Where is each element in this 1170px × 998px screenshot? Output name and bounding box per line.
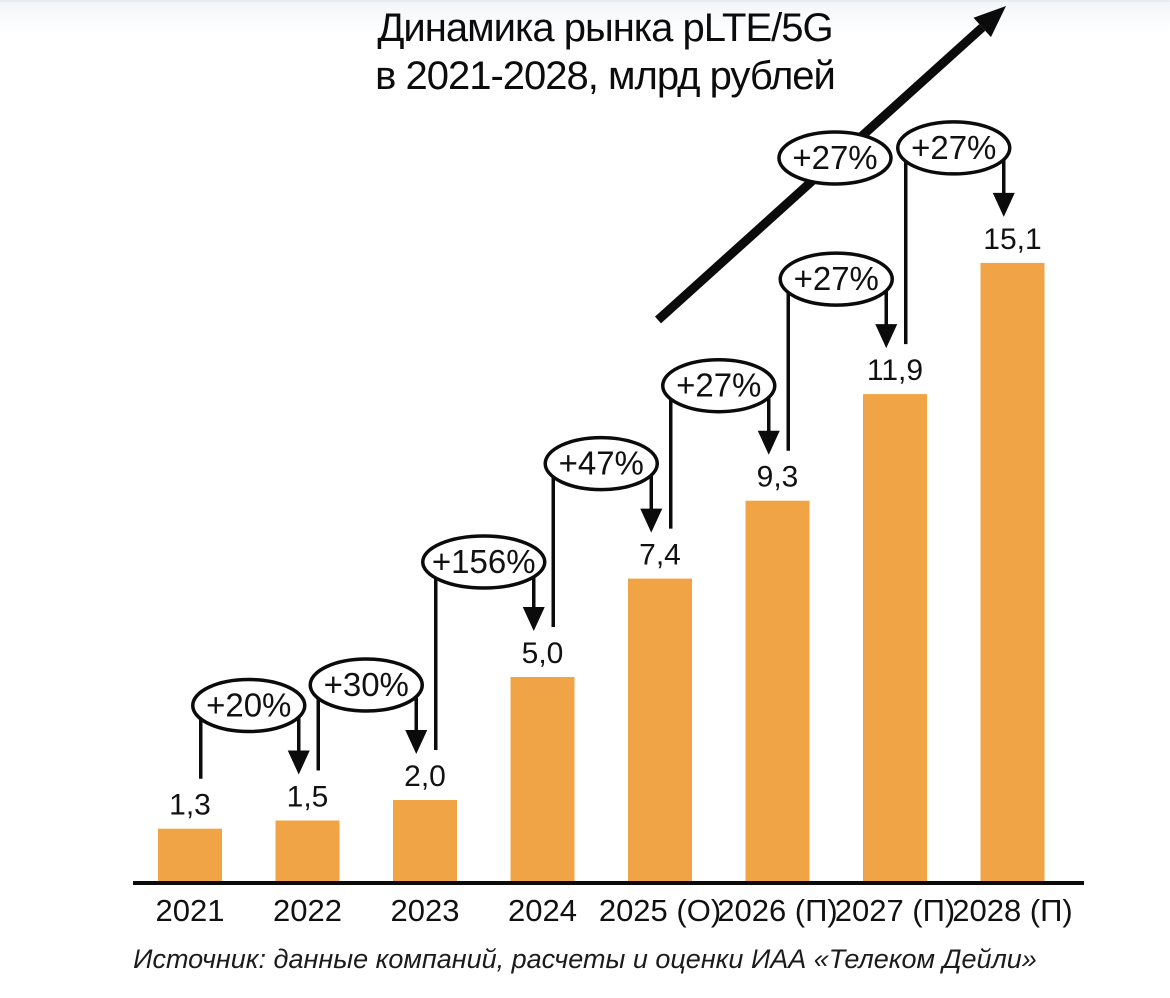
growth-badge-6 xyxy=(896,120,1012,176)
growth-arrow-head-2 xyxy=(522,607,545,631)
bar-2025 (О) xyxy=(628,578,692,882)
trend-growth-badge xyxy=(777,130,893,186)
x-label-2025 (О): 2025 (О) xyxy=(599,893,721,928)
growth-badge-0 xyxy=(191,677,307,734)
bar-2027 (П) xyxy=(863,394,927,882)
x-label-2027 (П): 2027 (П) xyxy=(835,893,956,928)
growth-arrow-head-0 xyxy=(287,750,310,775)
x-label-2023: 2023 xyxy=(391,893,460,928)
growth-badge-4-label: +27% xyxy=(676,367,761,404)
bar-2022 xyxy=(275,820,340,882)
x-label-2028 (П): 2028 (П) xyxy=(952,893,1073,928)
growth-badge-2 xyxy=(421,534,547,590)
trend-arrow-head xyxy=(973,6,1006,38)
growth-arrow-head-6 xyxy=(992,192,1015,217)
growth-badge-3 xyxy=(543,435,659,492)
x-label-2024: 2024 xyxy=(508,893,577,928)
x-label-2022: 2022 xyxy=(273,893,342,928)
value-label-2023: 2,0 xyxy=(404,760,446,793)
bar-2028 (П) xyxy=(980,262,1045,882)
growth-badge-0-label: +20% xyxy=(206,687,291,724)
value-label-2026 (П): 9,3 xyxy=(757,461,799,494)
bar-2023 xyxy=(393,800,457,882)
bar-2024 xyxy=(510,677,575,882)
growth-badge-5 xyxy=(778,251,894,307)
growth-arrow-head-4 xyxy=(757,430,780,455)
source-caption: Источник: данные компаний, расчеты и оце… xyxy=(133,944,1037,974)
chart-title-line1: Динамика рынка pLTE/5G xyxy=(377,6,833,50)
trend-growth-badge-label: +27% xyxy=(792,139,877,176)
value-label-2025 (О): 7,4 xyxy=(639,539,681,572)
growth-badge-2-label: +156% xyxy=(432,543,536,580)
value-label-2021: 1,3 xyxy=(169,789,211,822)
growth-badge-5-label: +27% xyxy=(794,260,879,297)
growth-badge-1-label: +30% xyxy=(324,666,409,703)
growth-arrow-head-3 xyxy=(640,508,663,533)
bar-2026 (П) xyxy=(745,500,810,882)
growth-arrow-head-1 xyxy=(405,730,428,754)
x-label-2026 (П): 2026 (П) xyxy=(717,893,838,928)
value-label-2027 (П): 11,9 xyxy=(867,354,923,387)
bar-2021 xyxy=(158,828,222,882)
growth-badge-1 xyxy=(308,657,424,713)
growth-badge-3-label: +47% xyxy=(559,445,644,482)
growth-arrow-head-5 xyxy=(875,324,898,349)
x-label-2021: 2021 xyxy=(156,893,225,928)
value-label-2028 (П): 15,1 xyxy=(983,223,1041,256)
growth-badge-6-label: +27% xyxy=(911,129,996,166)
value-label-2024: 5,0 xyxy=(522,637,564,670)
value-label-2022: 1,5 xyxy=(287,781,329,814)
chart-title-line2: в 2021-2028, млрд рублей xyxy=(375,54,836,98)
growth-badge-4 xyxy=(661,357,777,414)
chart-title: Динамика рынка pLTE/5G в 2021-2028, млрд… xyxy=(320,4,890,100)
